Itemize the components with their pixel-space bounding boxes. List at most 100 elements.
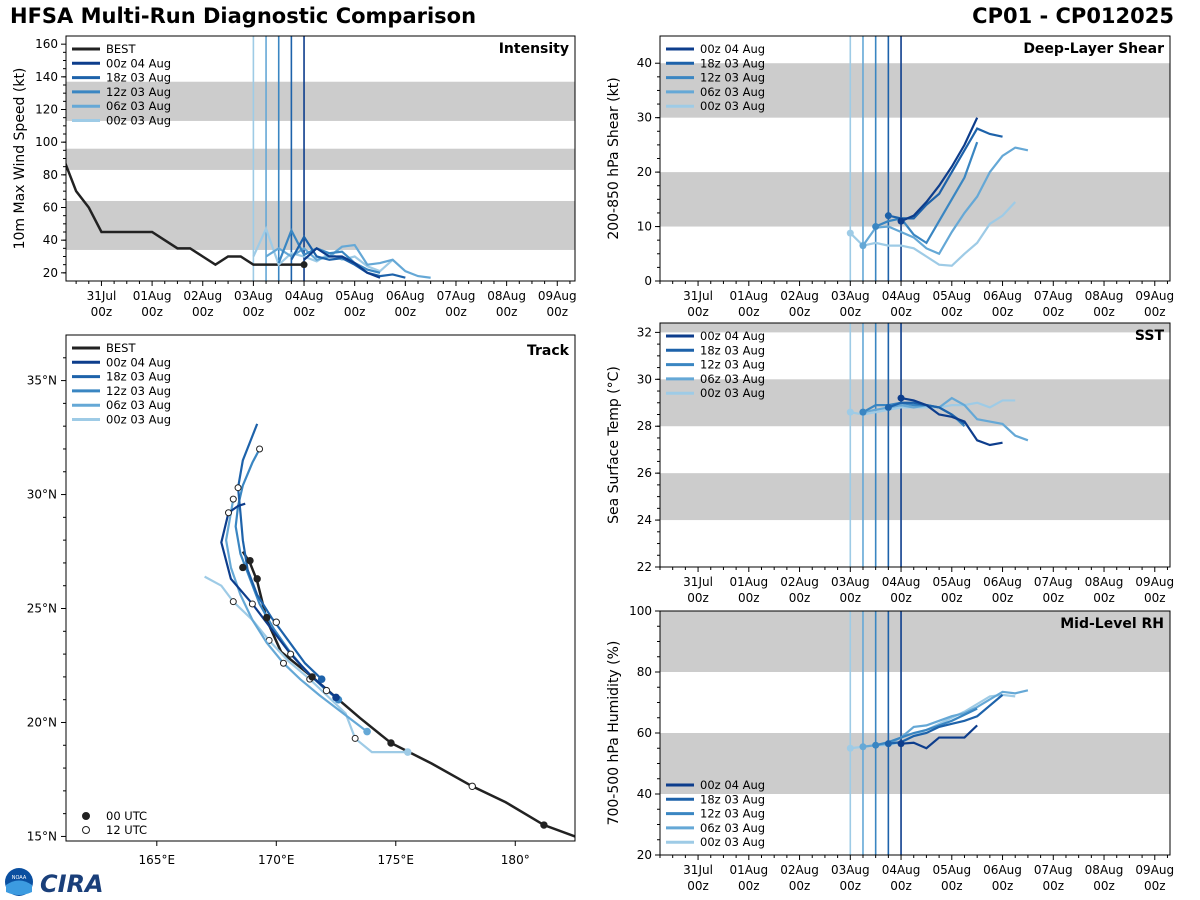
best-12utc-marker: [468, 782, 476, 790]
x-tick-hour: 00z: [192, 305, 214, 319]
legend-label: 06z 03 Aug: [106, 99, 171, 113]
y-tick-label: 24: [637, 513, 652, 527]
series-line-00z-04-Aug: [900, 117, 979, 223]
x-tick-hour: 00z: [992, 305, 1014, 319]
series-start-point: [897, 394, 905, 402]
y-tick-label: 160: [35, 37, 58, 51]
y-tick-label: 35°N: [27, 374, 57, 388]
x-tick-date: 05Aug: [932, 575, 971, 589]
x-tick-date: 07Aug: [1034, 863, 1073, 877]
y-tick-label: 25°N: [27, 602, 57, 616]
shaded-band: [66, 81, 575, 121]
best-12utc-marker: [322, 686, 331, 695]
x-tick-hour: 00z: [890, 305, 912, 319]
cira-logo: NOAA CIRA: [5, 868, 104, 898]
series-line-12z-03-Aug: [875, 707, 978, 747]
series-line-06z-03-Aug: [862, 146, 1029, 256]
x-tick-hour: 00z: [1093, 305, 1115, 319]
y-tick-label: 22: [637, 560, 652, 574]
best-00utc-marker: [253, 575, 261, 583]
best-track-line: [241, 550, 575, 838]
x-tick-hour: 00z: [1144, 591, 1166, 605]
legend-label: 18z 03 Aug: [106, 71, 171, 85]
track-line-00z-04-Aug: [220, 502, 337, 699]
best-12utc-marker: [272, 618, 280, 626]
x-tick-hour: 00z: [941, 305, 963, 319]
x-tick-date: 05Aug: [335, 289, 374, 303]
y-axis-label: 700-500 hPa Humidity (%): [606, 641, 622, 826]
x-tick-date: 09Aug: [1135, 863, 1174, 877]
plot-area: [660, 36, 1170, 281]
legend-label: 00z 03 Aug: [106, 114, 171, 128]
track-12utc-marker: [248, 600, 256, 608]
legend-label: 06z 03 Aug: [700, 85, 765, 99]
shaded-band: [660, 611, 1170, 672]
y-tick-label: 30°N: [27, 488, 57, 502]
legend-label: 00z 03 Aug: [700, 835, 765, 849]
legend-label: 18z 03 Aug: [106, 370, 171, 384]
y-tick-label: 80: [637, 665, 652, 679]
y-tick-label: 20°N: [27, 715, 57, 729]
shaded-band: [660, 473, 1170, 521]
x-tick-hour: 00z: [1042, 591, 1064, 605]
best-00utc-marker: [246, 556, 254, 565]
best-00utc-marker: [540, 821, 548, 829]
x-tick-hour: 00z: [687, 879, 709, 893]
x-tick-date: 31Jul: [683, 289, 713, 303]
x-tick-date: 04Aug: [882, 289, 921, 303]
legend-label: BEST: [106, 42, 136, 56]
track-12utc-marker: [234, 484, 242, 492]
x-tick-date: 01Aug: [729, 575, 768, 589]
x-tick-hour: 00z: [1042, 305, 1064, 319]
x-tick-hour: 00z: [789, 305, 811, 319]
x-tick-date: 01Aug: [729, 289, 768, 303]
x-tick-hour: 00z: [687, 591, 709, 605]
track-start-point: [317, 675, 326, 683]
track-12utc-marker: [279, 659, 287, 667]
y-tick-label: 20: [43, 266, 58, 280]
x-tick-hour: 00z: [687, 305, 709, 319]
series-line-00z-04-Aug: [900, 724, 978, 750]
series-start-point: [872, 223, 880, 231]
series-start-point: [859, 408, 867, 416]
x-tick-date: 02Aug: [183, 289, 222, 303]
x-tick-date: 07Aug: [1034, 289, 1073, 303]
y-tick-label: 15°N: [27, 829, 57, 843]
x-tick-date: 03Aug: [831, 863, 870, 877]
legend-label: 06z 03 Aug: [106, 398, 171, 412]
series-line-00z-04-Aug: [900, 396, 1003, 447]
x-tick-date: 07Aug: [437, 289, 476, 303]
x-tick-hour: 00z: [992, 879, 1014, 893]
y-tick-label: 40: [637, 787, 652, 801]
legend-00utc-marker: [82, 812, 90, 820]
x-tick-label: 165°E: [139, 853, 176, 867]
best-00utc-marker: [263, 613, 271, 622]
x-tick-hour: 00z: [141, 305, 163, 319]
legend-label: 00z 03 Aug: [700, 386, 765, 400]
series-line-00z-03-Aug: [849, 201, 1017, 267]
x-tick-date: 08Aug: [1085, 289, 1124, 303]
y-tick-label: 140: [35, 70, 58, 84]
x-tick-date: 03Aug: [234, 289, 273, 303]
series-line-18z-03-Aug: [888, 694, 1004, 745]
y-tick-label: 30: [637, 372, 652, 386]
x-tick-label: 170°E: [258, 853, 295, 867]
x-tick-date: 31Jul: [683, 863, 713, 877]
series-start-point: [897, 217, 905, 225]
x-tick-date: 06Aug: [983, 863, 1022, 877]
series-start-point: [897, 740, 905, 748]
track-12utc-marker: [229, 598, 237, 606]
x-tick-date: 06Aug: [983, 575, 1022, 589]
panel-title: Intensity: [499, 41, 569, 57]
x-tick-hour: 00z: [395, 305, 417, 319]
y-axis-label: 200-850 hPa Shear (kt): [606, 77, 622, 239]
series-start-point: [884, 740, 892, 748]
plot-area: [204, 423, 575, 838]
y-tick-label: 60: [637, 726, 652, 740]
track-12utc-marker: [351, 734, 359, 742]
x-tick-date: 01Aug: [729, 863, 768, 877]
legend-label: 00z 04 Aug: [700, 329, 765, 343]
legend-label: 06z 03 Aug: [700, 372, 765, 386]
